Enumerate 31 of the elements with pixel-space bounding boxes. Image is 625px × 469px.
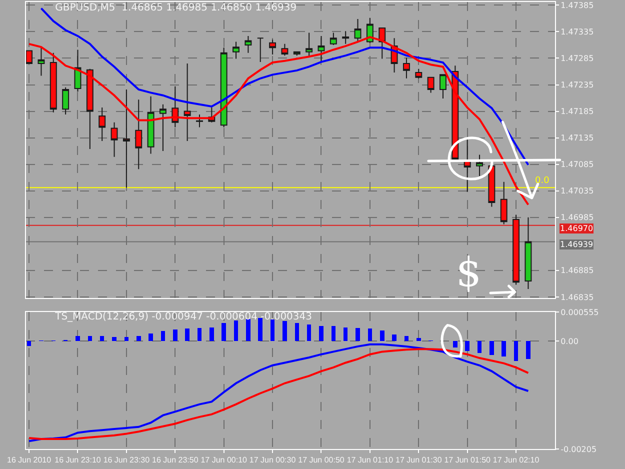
- y-tick-label: 1.47285: [560, 54, 594, 64]
- ref-line-label: 1.46970: [560, 224, 594, 233]
- x-tick-label: 16 Jun 23:10: [54, 456, 102, 465]
- y-tick-label: 0.000555: [560, 308, 599, 317]
- x-tick-label: 16 Jun 23:50: [152, 456, 199, 465]
- y-tick-label: 1.47335: [560, 28, 594, 37]
- y-tick-label: 1.47085: [560, 160, 594, 170]
- x-tick-label: 17 Jun 00:50: [298, 456, 345, 465]
- y-tick-label: 1.47185: [560, 107, 594, 116]
- x-tick-label: 16 Jun 2010: [7, 456, 52, 465]
- y-tick-label: 1.47135: [560, 134, 594, 143]
- x-tick-label: 17 Jun 01:30: [396, 456, 442, 465]
- y-tick-label: 1.46885: [560, 266, 594, 276]
- x-tick-label: 17 Jun 00:30: [249, 456, 296, 465]
- x-tick-label: 17 Jun 00:10: [200, 456, 248, 465]
- ref-line-label: 1.46939: [560, 240, 594, 249]
- x-tick-label: 16 Jun 23:30: [103, 456, 150, 465]
- y-tick-label: 1.46985: [560, 213, 594, 222]
- chart-title: GBPUSD,M5 1.46865 1.46985 1.46850 1.46939: [55, 2, 297, 14]
- annotation: 0.0: [535, 176, 550, 186]
- y-tick-label: 1.47035: [560, 186, 594, 196]
- y-tick-label: -0.00205: [560, 444, 597, 454]
- y-tick-label: 1.47385: [560, 0, 594, 10]
- y-tick-label: 0.00: [560, 336, 578, 346]
- x-tick-label: 17 Jun 01:10: [346, 456, 394, 465]
- y-tick-label: 1.46835: [560, 292, 594, 302]
- x-tick-label: 17 Jun 01:50: [444, 456, 492, 465]
- y-tick-label: 1.47235: [560, 80, 594, 90]
- chart-title: TS_MACD(12,26,9) -0.000947 -0.000604 -0.000343: [54, 312, 312, 323]
- x-tick-label: 17 Jun 02:10: [492, 456, 540, 465]
- annotation: $: [456, 250, 482, 296]
